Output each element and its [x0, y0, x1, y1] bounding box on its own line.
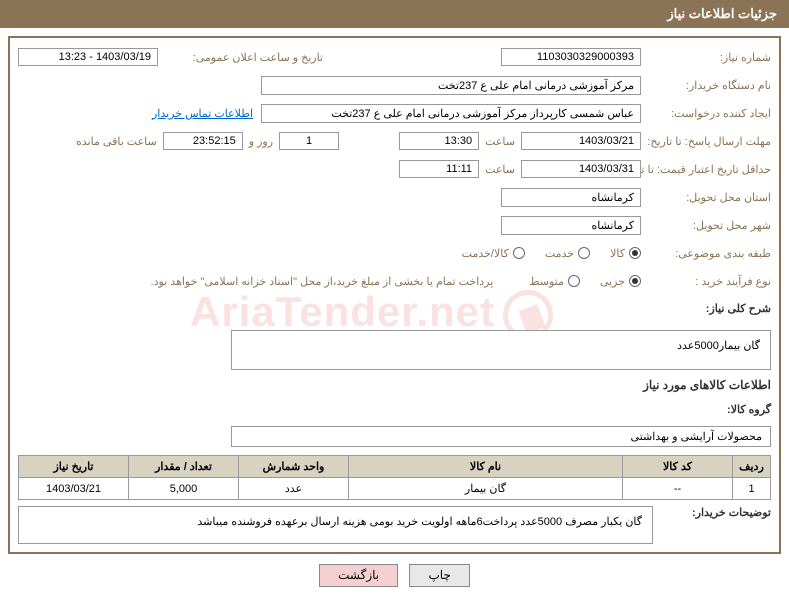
row-buyer-org: نام دستگاه خریدار: مرکز آموزشی درمانی ام…	[18, 74, 771, 96]
row-purchase-type: نوع فرآیند خرید : جزیی متوسط پرداخت تمام…	[18, 270, 771, 292]
label-remaining: ساعت باقی مانده	[76, 135, 157, 148]
value-city: کرمانشاه	[501, 216, 641, 235]
label-time-2: ساعت	[485, 163, 515, 176]
row-buyer-notes: توضیحات خریدار: گان یکبار مصرف 5000عدد پ…	[18, 506, 771, 544]
value-remaining-time: 23:52:15	[163, 132, 243, 150]
radio-label-medium: متوسط	[529, 275, 564, 288]
row-province: استان محل تحویل: کرمانشاه	[18, 186, 771, 208]
table-row: 1 -- گان بیمار عدد 5,000 1403/03/21	[19, 478, 771, 500]
label-overall-desc: شرح کلی نیاز:	[641, 302, 771, 315]
radio-goods-service[interactable]: کالا/خدمت	[462, 247, 525, 260]
th-unit: واحد شمارش	[239, 456, 349, 478]
radio-label-service: خدمت	[545, 247, 574, 260]
value-deadline-date: 1403/03/21	[521, 132, 641, 150]
row-city: شهر محل تحویل: کرمانشاه	[18, 214, 771, 236]
row-deadline: مهلت ارسال پاسخ: تا تاریخ: 1403/03/21 سا…	[18, 130, 771, 152]
td-date: 1403/03/21	[19, 478, 129, 500]
radio-circle-goods	[629, 247, 641, 259]
page-header: جزئیات اطلاعات نیاز	[0, 0, 789, 28]
radio-circle-service	[578, 247, 590, 259]
label-days-and: روز و	[249, 135, 273, 148]
row-validity: حداقل تاریخ اعتبار قیمت: تا تاریخ: 1403/…	[18, 158, 771, 180]
value-need-no: 1103030329000393	[501, 48, 641, 66]
th-date: تاریخ نیاز	[19, 456, 129, 478]
radio-label-goods-service: کالا/خدمت	[462, 247, 509, 260]
value-deadline-time: 13:30	[399, 132, 479, 150]
value-product-group: محصولات آرایشی و بهداشتی	[231, 426, 771, 447]
radio-goods[interactable]: کالا	[610, 247, 641, 260]
table-header-row: ردیف کد کالا نام کالا واحد شمارش تعداد /…	[19, 456, 771, 478]
value-remaining-days: 1	[279, 132, 339, 150]
radio-circle-medium	[568, 275, 580, 287]
label-time-1: ساعت	[485, 135, 515, 148]
label-requester: ایجاد کننده درخواست:	[641, 107, 771, 120]
td-qty: 5,000	[129, 478, 239, 500]
main-frame: AriaTender.net شماره نیاز: 1103030329000…	[8, 36, 781, 554]
label-announce: تاریخ و ساعت اعلان عمومی:	[158, 51, 323, 64]
radio-group-purchase: جزیی متوسط	[513, 275, 641, 288]
radio-label-partial: جزیی	[600, 275, 625, 288]
label-buyer-org: نام دستگاه خریدار:	[641, 79, 771, 92]
label-purchase-type: نوع فرآیند خرید :	[641, 275, 771, 288]
label-city: شهر محل تحویل:	[641, 219, 771, 232]
value-province: کرمانشاه	[501, 188, 641, 207]
print-button[interactable]: چاپ	[409, 564, 469, 587]
td-unit: عدد	[239, 478, 349, 500]
label-product-group: گروه کالا:	[641, 403, 771, 416]
label-need-no: شماره نیاز:	[641, 51, 771, 64]
value-requester: عباس شمسی کارپرداز مرکز آموزشی درمانی ام…	[261, 104, 641, 123]
th-code: کد کالا	[623, 456, 733, 478]
value-buyer-org: مرکز آموزشی درمانی امام علی ع 237تخت	[261, 76, 641, 95]
section-products-info: اطلاعات کالاهای مورد نیاز	[18, 378, 771, 392]
purchase-note: پرداخت تمام یا بخشی از مبلغ خرید،از محل …	[151, 275, 494, 288]
label-category: طبقه بندی موضوعی:	[641, 247, 771, 260]
value-validity-time: 11:11	[399, 160, 479, 178]
value-announce: 1403/03/19 - 13:23	[18, 48, 158, 66]
td-code: --	[623, 478, 733, 500]
radio-group-category: کالا خدمت کالا/خدمت	[446, 247, 641, 260]
label-deadline: مهلت ارسال پاسخ: تا تاریخ:	[641, 135, 771, 148]
td-row: 1	[733, 478, 771, 500]
items-table: ردیف کد کالا نام کالا واحد شمارش تعداد /…	[18, 455, 771, 500]
button-bar: چاپ بازگشت	[0, 564, 789, 587]
row-product-group: گروه کالا:	[18, 398, 771, 420]
label-buyer-notes: توضیحات خریدار:	[661, 506, 771, 519]
value-buyer-notes: گان یکبار مصرف 5000عدد پرداخت6ماهه اولوی…	[18, 506, 653, 544]
radio-medium[interactable]: متوسط	[529, 275, 580, 288]
label-validity: حداقل تاریخ اعتبار قیمت: تا تاریخ:	[641, 163, 771, 176]
row-need-no: شماره نیاز: 1103030329000393 تاریخ و ساع…	[18, 46, 771, 68]
th-name: نام کالا	[349, 456, 623, 478]
back-button[interactable]: بازگشت	[319, 564, 398, 587]
th-row: ردیف	[733, 456, 771, 478]
radio-service[interactable]: خدمت	[545, 247, 590, 260]
label-province: استان محل تحویل:	[641, 191, 771, 204]
th-qty: تعداد / مقدار	[129, 456, 239, 478]
row-overall-desc: شرح کلی نیاز:	[18, 302, 771, 324]
radio-partial[interactable]: جزیی	[600, 275, 641, 288]
radio-label-goods: کالا	[610, 247, 625, 260]
td-name: گان بیمار	[349, 478, 623, 500]
row-requester: ایجاد کننده درخواست: عباس شمسی کارپرداز …	[18, 102, 771, 124]
value-overall-desc: گان بیمار5000عدد	[231, 330, 771, 370]
value-validity-date: 1403/03/31	[521, 160, 641, 178]
row-category: طبقه بندی موضوعی: کالا خدمت کالا/خدمت	[18, 242, 771, 264]
radio-circle-partial	[629, 275, 641, 287]
radio-circle-goods-service	[513, 247, 525, 259]
link-contact-buyer[interactable]: اطلاعات تماس خریدار	[152, 107, 253, 120]
